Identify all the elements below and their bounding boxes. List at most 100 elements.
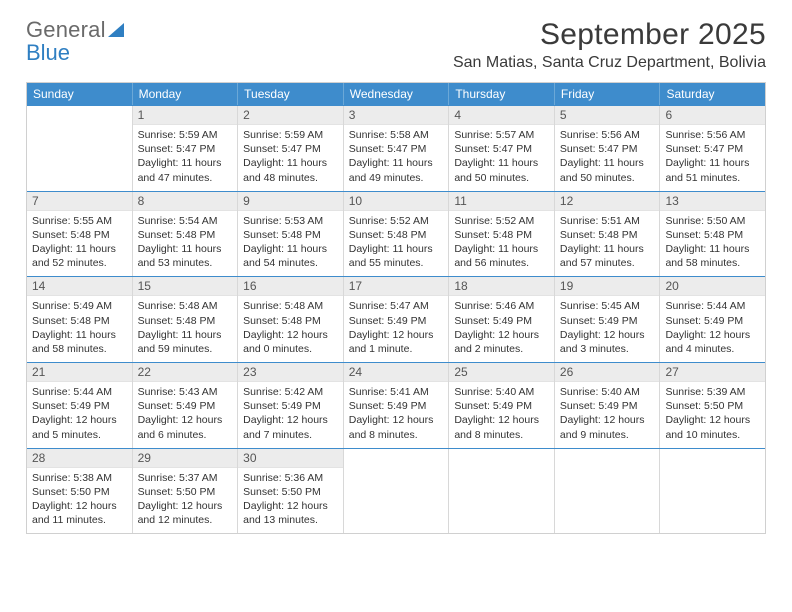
sunrise-text: Sunrise: 5:57 AM [454,128,549,142]
day-cell: 21Sunrise: 5:44 AMSunset: 5:49 PMDayligh… [27,363,133,448]
day-cell [449,449,555,534]
sunset-text: Sunset: 5:47 PM [454,142,549,156]
day-cell: 12Sunrise: 5:51 AMSunset: 5:48 PMDayligh… [555,192,661,277]
day-number: 13 [660,192,765,211]
day-body: Sunrise: 5:53 AMSunset: 5:48 PMDaylight:… [238,211,343,277]
sunset-text: Sunset: 5:47 PM [138,142,233,156]
daylight-text: Daylight: 12 hours and 13 minutes. [243,499,338,527]
daylight-text: Daylight: 11 hours and 59 minutes. [138,328,233,356]
daylight-text: Daylight: 11 hours and 48 minutes. [243,156,338,184]
day-body: Sunrise: 5:44 AMSunset: 5:49 PMDaylight:… [27,382,132,448]
logo-text: General Blue [26,18,124,64]
day-body: Sunrise: 5:57 AMSunset: 5:47 PMDaylight:… [449,125,554,191]
day-cell: 22Sunrise: 5:43 AMSunset: 5:49 PMDayligh… [133,363,239,448]
sunrise-text: Sunrise: 5:44 AM [665,299,760,313]
day-body: Sunrise: 5:55 AMSunset: 5:48 PMDaylight:… [27,211,132,277]
day-cell: 3Sunrise: 5:58 AMSunset: 5:47 PMDaylight… [344,106,450,191]
day-body: Sunrise: 5:41 AMSunset: 5:49 PMDaylight:… [344,382,449,448]
day-body: Sunrise: 5:43 AMSunset: 5:49 PMDaylight:… [133,382,238,448]
day-body: Sunrise: 5:40 AMSunset: 5:49 PMDaylight:… [449,382,554,448]
sunset-text: Sunset: 5:48 PM [349,228,444,242]
day-body: Sunrise: 5:47 AMSunset: 5:49 PMDaylight:… [344,296,449,362]
dow-monday: Monday [133,83,239,105]
day-number: 25 [449,363,554,382]
week-row: 7Sunrise: 5:55 AMSunset: 5:48 PMDaylight… [27,191,765,277]
sunset-text: Sunset: 5:49 PM [349,314,444,328]
sunset-text: Sunset: 5:49 PM [665,314,760,328]
sunset-text: Sunset: 5:50 PM [32,485,127,499]
daylight-text: Daylight: 11 hours and 50 minutes. [560,156,655,184]
day-body: Sunrise: 5:49 AMSunset: 5:48 PMDaylight:… [27,296,132,362]
day-cell: 17Sunrise: 5:47 AMSunset: 5:49 PMDayligh… [344,277,450,362]
sunset-text: Sunset: 5:48 PM [32,314,127,328]
daylight-text: Daylight: 11 hours and 58 minutes. [665,242,760,270]
logo-line1: General [26,17,106,42]
sunset-text: Sunset: 5:50 PM [665,399,760,413]
week-row: 14Sunrise: 5:49 AMSunset: 5:48 PMDayligh… [27,276,765,362]
sunrise-text: Sunrise: 5:38 AM [32,471,127,485]
sunrise-text: Sunrise: 5:49 AM [32,299,127,313]
dow-tuesday: Tuesday [238,83,344,105]
sunset-text: Sunset: 5:49 PM [454,314,549,328]
day-body: Sunrise: 5:54 AMSunset: 5:48 PMDaylight:… [133,211,238,277]
sunrise-text: Sunrise: 5:56 AM [560,128,655,142]
sunset-text: Sunset: 5:47 PM [665,142,760,156]
day-number: 26 [555,363,660,382]
daylight-text: Daylight: 12 hours and 0 minutes. [243,328,338,356]
day-cell: 30Sunrise: 5:36 AMSunset: 5:50 PMDayligh… [238,449,344,534]
sunrise-text: Sunrise: 5:48 AM [138,299,233,313]
day-number: 15 [133,277,238,296]
dow-sunday: Sunday [27,83,133,105]
day-cell [660,449,765,534]
sunrise-text: Sunrise: 5:55 AM [32,214,127,228]
sunrise-text: Sunrise: 5:43 AM [138,385,233,399]
daylight-text: Daylight: 11 hours and 52 minutes. [32,242,127,270]
day-body: Sunrise: 5:59 AMSunset: 5:47 PMDaylight:… [238,125,343,191]
logo-triangle-icon [108,23,124,37]
week-row: 21Sunrise: 5:44 AMSunset: 5:49 PMDayligh… [27,362,765,448]
day-number: 4 [449,106,554,125]
daylight-text: Daylight: 11 hours and 54 minutes. [243,242,338,270]
daylight-text: Daylight: 12 hours and 10 minutes. [665,413,760,441]
title-block: September 2025 San Matias, Santa Cruz De… [453,18,766,72]
day-cell: 10Sunrise: 5:52 AMSunset: 5:48 PMDayligh… [344,192,450,277]
day-cell: 26Sunrise: 5:40 AMSunset: 5:49 PMDayligh… [555,363,661,448]
daylight-text: Daylight: 11 hours and 51 minutes. [665,156,760,184]
day-cell: 5Sunrise: 5:56 AMSunset: 5:47 PMDaylight… [555,106,661,191]
day-number: 16 [238,277,343,296]
day-number: 22 [133,363,238,382]
daylight-text: Daylight: 11 hours and 47 minutes. [138,156,233,184]
day-body: Sunrise: 5:48 AMSunset: 5:48 PMDaylight:… [238,296,343,362]
daylight-text: Daylight: 12 hours and 7 minutes. [243,413,338,441]
day-body: Sunrise: 5:42 AMSunset: 5:49 PMDaylight:… [238,382,343,448]
daylight-text: Daylight: 11 hours and 50 minutes. [454,156,549,184]
sunset-text: Sunset: 5:48 PM [243,314,338,328]
sunrise-text: Sunrise: 5:47 AM [349,299,444,313]
day-cell: 7Sunrise: 5:55 AMSunset: 5:48 PMDaylight… [27,192,133,277]
day-body: Sunrise: 5:52 AMSunset: 5:48 PMDaylight:… [449,211,554,277]
day-body: Sunrise: 5:45 AMSunset: 5:49 PMDaylight:… [555,296,660,362]
day-cell [344,449,450,534]
day-body [555,454,660,512]
daylight-text: Daylight: 11 hours and 49 minutes. [349,156,444,184]
day-number: 17 [344,277,449,296]
daylight-text: Daylight: 12 hours and 2 minutes. [454,328,549,356]
sunset-text: Sunset: 5:49 PM [349,399,444,413]
sunset-text: Sunset: 5:47 PM [560,142,655,156]
sunset-text: Sunset: 5:49 PM [138,399,233,413]
sunset-text: Sunset: 5:49 PM [560,399,655,413]
sunset-text: Sunset: 5:47 PM [243,142,338,156]
daylight-text: Daylight: 11 hours and 55 minutes. [349,242,444,270]
daylight-text: Daylight: 12 hours and 11 minutes. [32,499,127,527]
sunrise-text: Sunrise: 5:45 AM [560,299,655,313]
page: General Blue September 2025 San Matias, … [0,0,792,552]
day-number: 6 [660,106,765,125]
sunrise-text: Sunrise: 5:48 AM [243,299,338,313]
day-number: 1 [133,106,238,125]
day-cell: 8Sunrise: 5:54 AMSunset: 5:48 PMDaylight… [133,192,239,277]
day-body: Sunrise: 5:50 AMSunset: 5:48 PMDaylight:… [660,211,765,277]
sunset-text: Sunset: 5:48 PM [665,228,760,242]
day-number: 3 [344,106,449,125]
daylight-text: Daylight: 12 hours and 8 minutes. [454,413,549,441]
day-number: 12 [555,192,660,211]
